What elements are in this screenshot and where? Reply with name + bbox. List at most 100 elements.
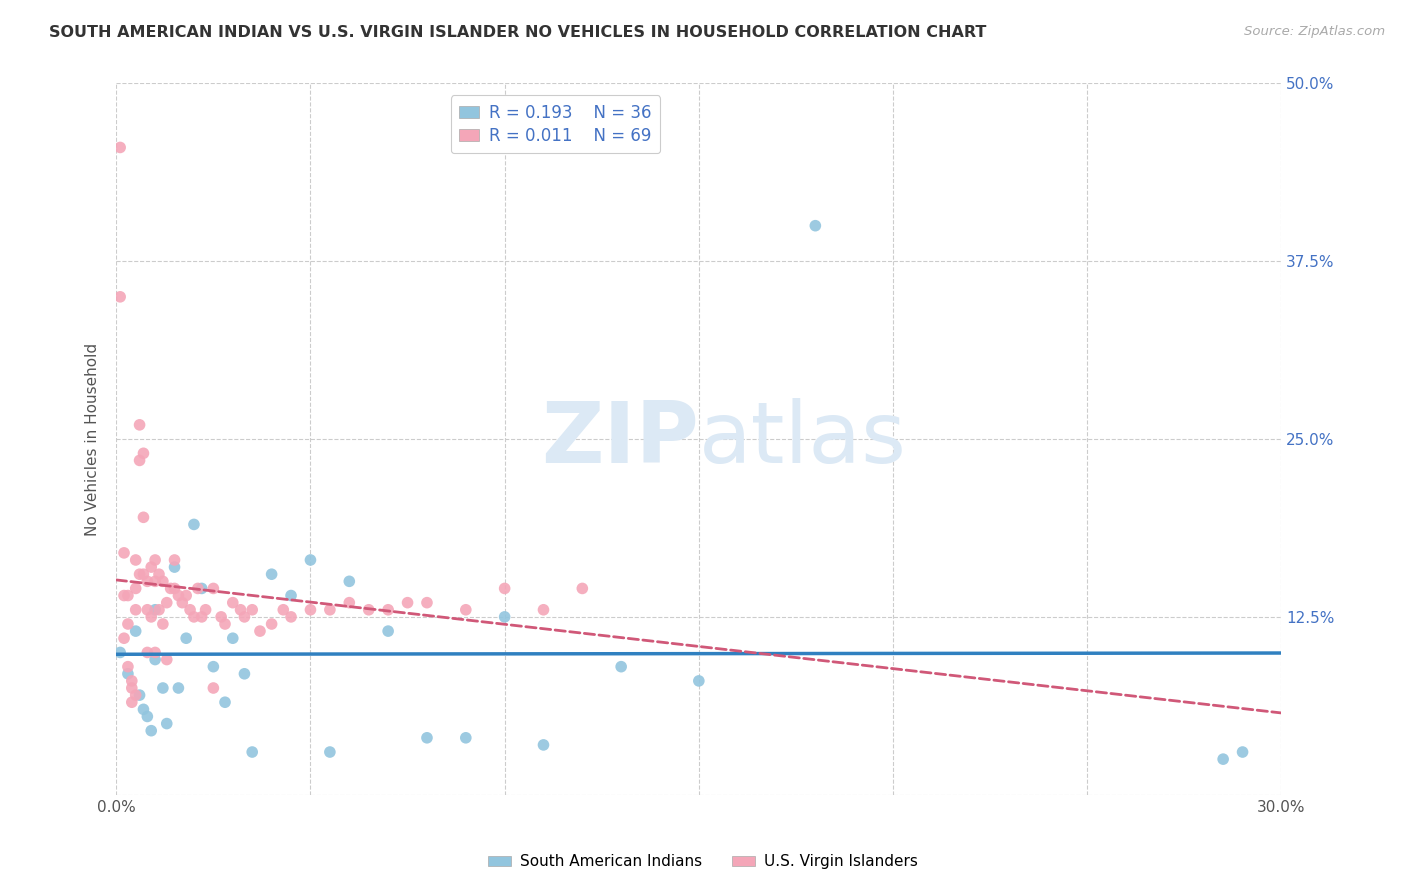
Point: [194, 603, 217, 617]
Point: [136, 574, 159, 589]
Point: [143, 603, 166, 617]
Text: SOUTH AMERICAN INDIAN VS U.S. VIRGIN ISLANDER NO VEHICLES IN HOUSEHOLD CORRELATI: SOUTH AMERICAN INDIAN VS U.S. VIRGIN ISL…: [49, 25, 987, 40]
Point: [222, 596, 245, 610]
Point: [121, 695, 143, 709]
Point: [143, 645, 166, 659]
Point: [183, 517, 205, 532]
Point: [240, 603, 263, 617]
Point: [202, 659, 225, 673]
Point: [128, 688, 150, 702]
Point: [132, 702, 155, 716]
Point: [337, 574, 360, 589]
Point: [299, 603, 322, 617]
Point: [571, 582, 593, 596]
Text: ZIP: ZIP: [541, 398, 699, 481]
Point: [148, 603, 170, 617]
Text: atlas: atlas: [699, 398, 907, 481]
Point: [112, 631, 135, 645]
Point: [117, 589, 139, 603]
Point: [167, 681, 190, 695]
Point: [299, 553, 322, 567]
Point: [141, 560, 163, 574]
Point: [143, 574, 166, 589]
Point: [167, 589, 190, 603]
Point: [1232, 745, 1254, 759]
Point: [179, 603, 201, 617]
Point: [533, 603, 555, 617]
Point: [163, 582, 186, 596]
Point: [271, 603, 294, 617]
Point: [240, 745, 263, 759]
Point: [187, 582, 209, 596]
Point: [280, 610, 302, 624]
Point: [1212, 752, 1234, 766]
Point: [148, 567, 170, 582]
Point: [319, 603, 342, 617]
Y-axis label: No Vehicles in Household: No Vehicles in Household: [86, 343, 100, 535]
Point: [494, 582, 516, 596]
Point: [688, 673, 710, 688]
Point: [214, 617, 236, 632]
Point: [128, 567, 150, 582]
Point: [190, 610, 212, 624]
Point: [143, 553, 166, 567]
Point: [125, 624, 148, 639]
Point: [416, 596, 439, 610]
Point: [214, 695, 236, 709]
Point: [396, 596, 419, 610]
Point: [804, 219, 827, 233]
Point: [156, 596, 179, 610]
Point: [121, 673, 143, 688]
Point: [156, 716, 179, 731]
Point: [163, 553, 186, 567]
Point: [190, 582, 212, 596]
Point: [233, 666, 256, 681]
Point: [108, 140, 131, 154]
Point: [377, 603, 399, 617]
Point: [117, 666, 139, 681]
Point: [117, 617, 139, 632]
Point: [136, 709, 159, 723]
Point: [202, 582, 225, 596]
Point: [172, 596, 194, 610]
Point: [249, 624, 271, 639]
Point: [159, 582, 181, 596]
Point: [337, 596, 360, 610]
Point: [108, 645, 131, 659]
Point: [280, 589, 302, 603]
Point: [125, 582, 148, 596]
Point: [229, 603, 252, 617]
Point: [117, 659, 139, 673]
Point: [141, 723, 163, 738]
Point: [454, 731, 477, 745]
Point: [128, 453, 150, 467]
Point: [202, 681, 225, 695]
Point: [108, 290, 131, 304]
Point: [260, 567, 283, 582]
Point: [233, 610, 256, 624]
Point: [533, 738, 555, 752]
Legend: R = 0.193    N = 36, R = 0.011    N = 69: R = 0.193 N = 36, R = 0.011 N = 69: [451, 95, 659, 153]
Point: [156, 652, 179, 666]
Point: [610, 659, 633, 673]
Point: [132, 446, 155, 460]
Point: [141, 610, 163, 624]
Point: [112, 589, 135, 603]
Point: [132, 567, 155, 582]
Point: [152, 617, 174, 632]
Point: [222, 631, 245, 645]
Point: [125, 688, 148, 702]
Point: [357, 603, 380, 617]
Legend: South American Indians, U.S. Virgin Islanders: South American Indians, U.S. Virgin Isla…: [481, 848, 925, 875]
Point: [174, 589, 197, 603]
Point: [136, 603, 159, 617]
Point: [416, 731, 439, 745]
Point: [112, 546, 135, 560]
Point: [494, 610, 516, 624]
Point: [136, 645, 159, 659]
Point: [132, 510, 155, 524]
Point: [209, 610, 232, 624]
Point: [319, 745, 342, 759]
Text: Source: ZipAtlas.com: Source: ZipAtlas.com: [1244, 25, 1385, 38]
Point: [128, 417, 150, 432]
